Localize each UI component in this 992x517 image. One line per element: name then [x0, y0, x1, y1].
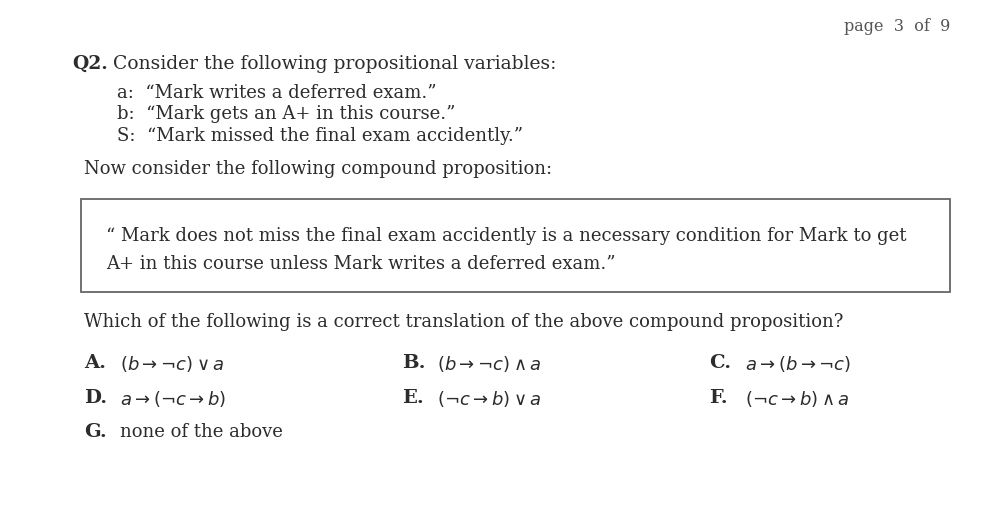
Text: Which of the following is a correct translation of the above compound propositio: Which of the following is a correct tran…	[84, 313, 843, 331]
Text: B.: B.	[402, 354, 426, 372]
Text: D.: D.	[84, 389, 107, 407]
Text: G.: G.	[84, 423, 107, 441]
Text: “ Mark does not miss the final exam accidently is a necessary condition for Mark: “ Mark does not miss the final exam acci…	[106, 227, 907, 246]
FancyBboxPatch shape	[81, 199, 950, 292]
Text: A.: A.	[84, 354, 106, 372]
Text: S:  “Mark missed the final exam accidently.”: S: “Mark missed the final exam accidentl…	[117, 127, 523, 145]
Text: a:  “Mark writes a deferred exam.”: a: “Mark writes a deferred exam.”	[117, 84, 436, 102]
Text: $(\neg c \rightarrow b) \vee a$: $(\neg c \rightarrow b) \vee a$	[437, 389, 542, 409]
Text: $a \rightarrow (b \rightarrow \neg c)$: $a \rightarrow (b \rightarrow \neg c)$	[745, 354, 851, 374]
Text: none of the above: none of the above	[120, 423, 283, 441]
Text: page  3  of  9: page 3 of 9	[844, 18, 950, 35]
Text: $a \rightarrow (\neg c \rightarrow b)$: $a \rightarrow (\neg c \rightarrow b)$	[120, 389, 226, 409]
Text: $(\neg c \rightarrow b) \wedge a$: $(\neg c \rightarrow b) \wedge a$	[745, 389, 849, 409]
Text: A+ in this course unless Mark writes a deferred exam.”: A+ in this course unless Mark writes a d…	[106, 255, 616, 273]
Text: b:  “Mark gets an A+ in this course.”: b: “Mark gets an A+ in this course.”	[117, 105, 455, 124]
Text: F.: F.	[709, 389, 728, 407]
Text: $(b \rightarrow \neg c) \wedge a$: $(b \rightarrow \neg c) \wedge a$	[437, 354, 542, 374]
Text: C.: C.	[709, 354, 731, 372]
Text: $(b \rightarrow \neg c) \vee a$: $(b \rightarrow \neg c) \vee a$	[120, 354, 224, 374]
Text: Q2.: Q2.	[72, 55, 108, 73]
Text: E.: E.	[402, 389, 424, 407]
Text: Now consider the following compound proposition:: Now consider the following compound prop…	[84, 160, 553, 178]
Text: Consider the following propositional variables:: Consider the following propositional var…	[107, 55, 557, 73]
